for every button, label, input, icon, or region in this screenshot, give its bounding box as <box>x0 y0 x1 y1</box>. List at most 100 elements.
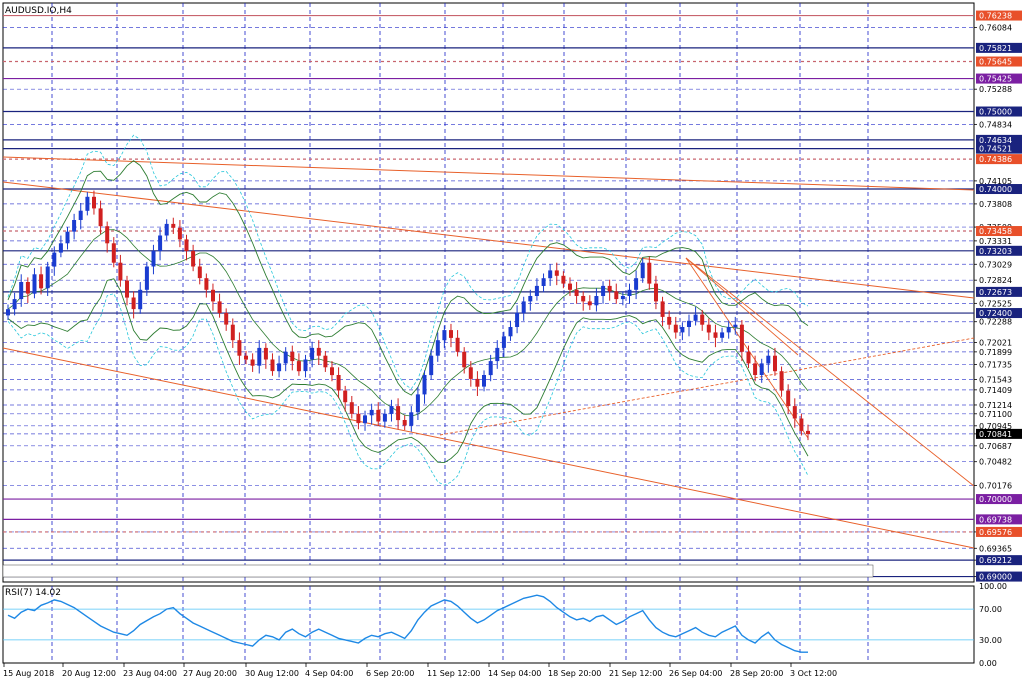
price-tick-label: 0.71543 <box>979 375 1012 384</box>
current-price-badge <box>976 428 1022 439</box>
candle-body <box>647 262 652 284</box>
price-level-label: 0.74634 <box>979 136 1012 145</box>
candle-body <box>257 347 262 366</box>
date-tick-label: 30 Aug 12:00 <box>245 669 299 678</box>
candle-body <box>191 251 196 267</box>
price-level-badge <box>976 571 1022 582</box>
trendline <box>2 347 975 549</box>
candle-body <box>356 413 361 424</box>
price-tick-label: 0.72288 <box>979 318 1012 327</box>
price-level-badge <box>976 184 1022 195</box>
price-level-badge <box>976 134 1022 145</box>
price-level-badge <box>976 56 1022 67</box>
candle-body <box>138 289 143 310</box>
price-level-badge <box>976 73 1022 84</box>
candle-body <box>759 363 764 375</box>
candle-body <box>336 375 341 391</box>
candle-body <box>263 347 268 360</box>
candle-body <box>521 301 526 313</box>
grid-lines <box>2 2 975 664</box>
price-level-badge <box>976 143 1022 154</box>
trendline <box>439 337 975 436</box>
price-tick-label: 0.70687 <box>979 442 1012 451</box>
candle-body <box>449 330 453 338</box>
candle-body <box>739 324 744 352</box>
date-tick-label: 15 Aug 2018 <box>3 669 54 678</box>
candle-body <box>237 340 242 356</box>
candle-body <box>415 394 420 413</box>
candle-body <box>125 280 129 298</box>
date-axis: 15 Aug 2018 20 Aug 12:00 23 Aug 04:00 27 Au… <box>3 663 837 678</box>
price-panel-frame <box>2 2 975 583</box>
price-level-label: 0.75000 <box>979 108 1012 117</box>
candle-body <box>733 324 738 327</box>
candle-body <box>85 196 90 211</box>
rsi-title: RSI(7) 14.02 <box>5 588 61 598</box>
candle-body <box>786 390 791 407</box>
price-tick-label: 0.74105 <box>979 177 1012 186</box>
price-tick-label: 0.71409 <box>979 386 1012 395</box>
candle-body <box>52 252 57 267</box>
candle-body <box>369 409 374 416</box>
candle-body <box>587 301 592 306</box>
envelope-upper <box>7 134 809 390</box>
candle-body <box>640 262 645 279</box>
candle-body <box>363 415 367 424</box>
candle-body <box>12 299 17 310</box>
price-level-label: 0.72673 <box>979 288 1012 297</box>
candle-body <box>693 314 698 321</box>
price-level-badge <box>976 42 1022 53</box>
candle-body <box>561 275 566 284</box>
envelope-lower <box>7 293 809 486</box>
price-level-label: 0.74521 <box>979 145 1012 154</box>
date-tick-label: 11 Sep 12:00 <box>427 669 480 678</box>
price-level-badge <box>976 514 1022 525</box>
candle-body <box>455 337 460 352</box>
candle-body <box>429 355 434 376</box>
price-level-label: 0.75821 <box>979 44 1012 53</box>
candle-body <box>250 359 255 366</box>
price-level-label: 0.69576 <box>979 528 1012 537</box>
price-tick-label: 0.76084 <box>979 23 1012 32</box>
price-level-badge <box>976 10 1022 21</box>
candle-body <box>713 332 718 338</box>
candle-body <box>475 378 480 387</box>
price-axis: 0.760840.752880.748340.741050.738080.735… <box>974 10 1022 582</box>
candle-body <box>574 289 579 296</box>
price-tick-label: 0.71214 <box>979 401 1012 410</box>
candle-body <box>442 330 447 341</box>
candle-body <box>98 208 103 227</box>
candle-body <box>164 223 169 236</box>
candle-body <box>435 340 440 356</box>
price-tick-label: 0.70482 <box>979 458 1012 467</box>
candle-body <box>144 266 149 290</box>
candle-body <box>78 210 83 220</box>
candlesticks <box>6 190 810 441</box>
price-tick-label: 0.71100 <box>979 410 1012 419</box>
candle-body <box>667 316 672 325</box>
horizontal-levels <box>3 14 974 578</box>
candle-body <box>19 282 24 300</box>
trendlines <box>2 156 975 549</box>
date-tick-label: 4 Sep 04:00 <box>305 669 353 678</box>
price-level-badge <box>976 494 1022 505</box>
candle-body <box>700 314 705 325</box>
candle-body <box>594 296 599 306</box>
date-tick-label: 21 Sep 12:00 <box>609 669 662 678</box>
candle-body <box>72 220 77 232</box>
trendline <box>2 156 975 191</box>
candle-body <box>673 324 678 333</box>
candle-body <box>508 327 513 337</box>
date-tick-label: 6 Sep 20:00 <box>366 669 414 678</box>
candle-body <box>25 282 30 294</box>
candle-body <box>614 291 619 300</box>
candle-body <box>409 412 414 426</box>
candle-body <box>806 430 810 434</box>
price-level-badge <box>976 106 1022 117</box>
candle-body <box>6 309 10 316</box>
price-level-badge <box>976 308 1022 319</box>
price-level-badge <box>976 245 1022 256</box>
candle-body <box>726 327 731 333</box>
